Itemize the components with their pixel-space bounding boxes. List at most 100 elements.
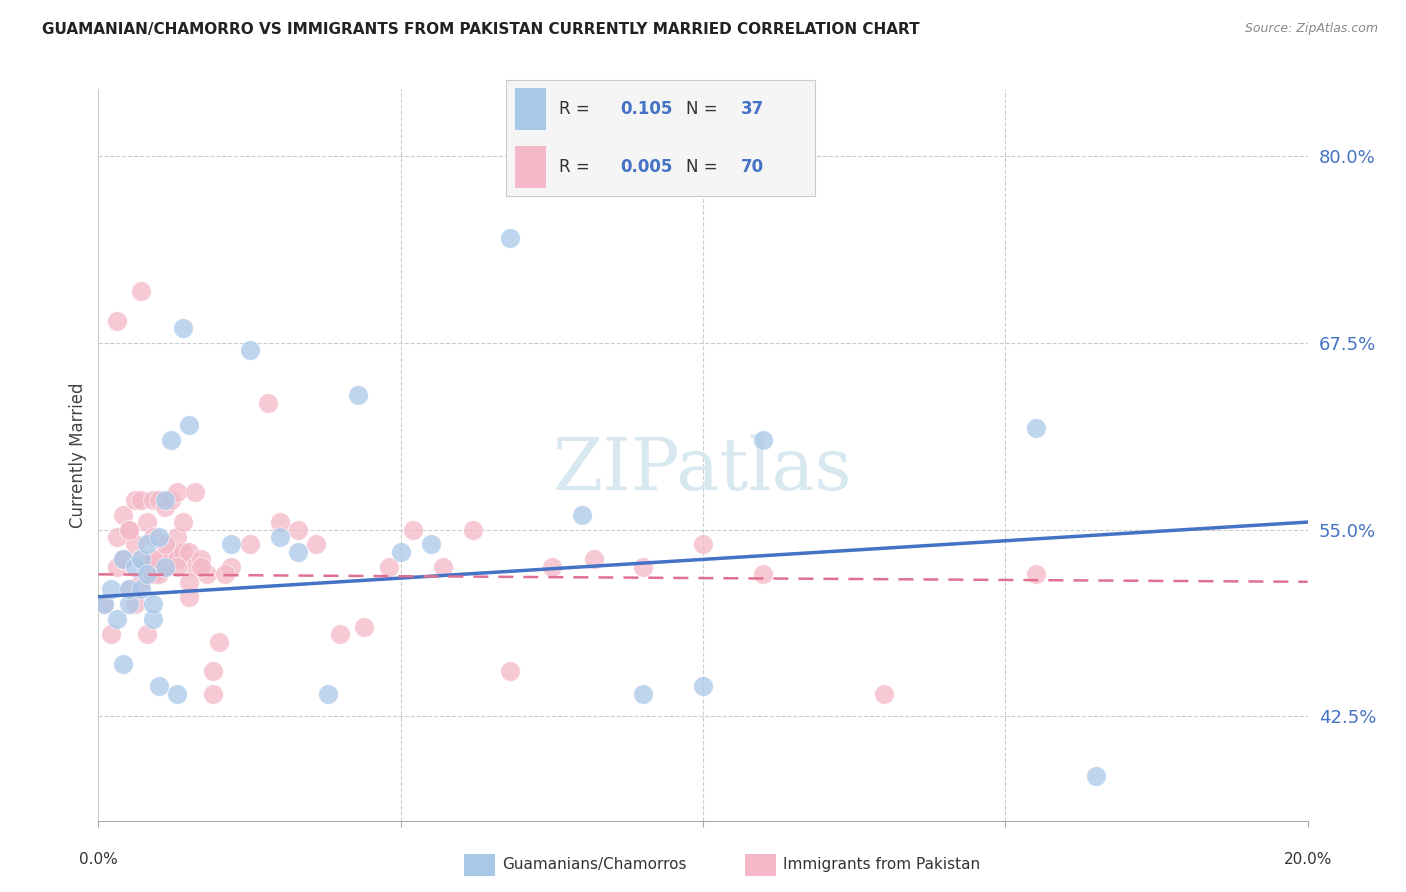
Point — [190, 560, 212, 574]
Point — [287, 523, 309, 537]
Point — [148, 530, 170, 544]
Text: N =: N = — [686, 100, 723, 119]
Y-axis label: Currently Married: Currently Married — [69, 382, 87, 528]
Point — [153, 500, 176, 515]
Point — [498, 231, 520, 245]
Point — [166, 485, 188, 500]
Point — [177, 590, 201, 604]
Point — [135, 567, 157, 582]
Point — [287, 545, 309, 559]
Point — [256, 395, 278, 409]
Point — [105, 612, 128, 626]
Point — [118, 582, 141, 597]
Text: 70: 70 — [741, 158, 765, 177]
Point — [353, 619, 375, 633]
Point — [692, 537, 714, 551]
Point — [142, 492, 165, 507]
Point — [177, 574, 201, 589]
Point — [129, 284, 152, 298]
Point — [105, 530, 128, 544]
Point — [111, 552, 134, 566]
Point — [118, 523, 141, 537]
Point — [93, 597, 115, 611]
Point — [166, 530, 188, 544]
Point — [540, 560, 562, 574]
Point — [142, 567, 165, 582]
Point — [184, 560, 207, 574]
Point — [160, 433, 183, 447]
Point — [105, 560, 128, 574]
Point — [135, 627, 157, 641]
Point — [377, 560, 399, 574]
Point — [177, 545, 201, 559]
Point — [239, 343, 262, 358]
Point — [124, 597, 146, 611]
Point — [135, 560, 157, 574]
Text: ZIPatlas: ZIPatlas — [553, 434, 853, 505]
Point — [190, 552, 212, 566]
Point — [124, 492, 146, 507]
Point — [347, 388, 370, 402]
Point — [100, 582, 122, 597]
Point — [402, 523, 425, 537]
Text: R =: R = — [558, 158, 595, 177]
Point — [172, 545, 194, 559]
Point — [316, 687, 339, 701]
Point — [166, 552, 188, 566]
Text: Source: ZipAtlas.com: Source: ZipAtlas.com — [1244, 22, 1378, 36]
Point — [221, 537, 243, 551]
Point — [1024, 421, 1046, 435]
Point — [142, 530, 165, 544]
Point — [202, 687, 225, 701]
Point — [172, 321, 194, 335]
Point — [129, 552, 152, 566]
Point — [100, 627, 122, 641]
Point — [118, 597, 141, 611]
Text: R =: R = — [558, 100, 595, 119]
Point — [166, 560, 188, 574]
Point — [184, 485, 207, 500]
Point — [432, 560, 454, 574]
Text: Immigrants from Pakistan: Immigrants from Pakistan — [783, 857, 980, 871]
Point — [239, 537, 262, 551]
Point — [419, 537, 441, 551]
Point — [142, 612, 165, 626]
Point — [93, 597, 115, 611]
Point — [329, 627, 352, 641]
Point — [583, 552, 606, 566]
Point — [153, 560, 176, 574]
Point — [631, 687, 654, 701]
Point — [160, 545, 183, 559]
Point — [269, 515, 291, 529]
Text: GUAMANIAN/CHAMORRO VS IMMIGRANTS FROM PAKISTAN CURRENTLY MARRIED CORRELATION CHA: GUAMANIAN/CHAMORRO VS IMMIGRANTS FROM PA… — [42, 22, 920, 37]
Text: 0.005: 0.005 — [620, 158, 673, 177]
Point — [148, 679, 170, 693]
Point — [148, 567, 170, 582]
Text: N =: N = — [686, 158, 723, 177]
FancyBboxPatch shape — [516, 146, 547, 188]
Point — [160, 492, 183, 507]
Point — [1024, 567, 1046, 582]
Point — [752, 567, 775, 582]
Point — [118, 523, 141, 537]
Point — [305, 537, 328, 551]
Text: 37: 37 — [741, 100, 765, 119]
Point — [631, 560, 654, 574]
Point — [195, 567, 218, 582]
Text: Guamanians/Chamorros: Guamanians/Chamorros — [502, 857, 686, 871]
Point — [166, 687, 188, 701]
Point — [752, 433, 775, 447]
Point — [111, 657, 134, 671]
Point — [498, 665, 520, 679]
Text: 0.105: 0.105 — [620, 100, 673, 119]
Point — [172, 515, 194, 529]
Point — [118, 582, 141, 597]
Point — [129, 582, 152, 597]
Point — [208, 634, 231, 648]
Point — [873, 687, 896, 701]
Point — [135, 537, 157, 551]
Point — [214, 567, 236, 582]
Point — [269, 530, 291, 544]
Point — [389, 545, 412, 559]
Point — [177, 418, 201, 433]
